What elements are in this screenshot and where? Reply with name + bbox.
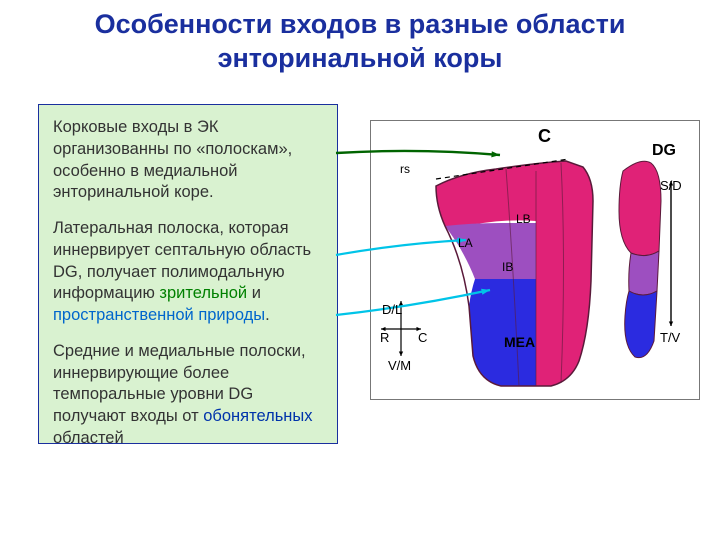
info-textbox: Корковые входы в ЭК организованны по «по… [38, 104, 338, 444]
textbox-paragraph: Латеральная полоска, которая иннервирует… [53, 218, 323, 327]
diagram-label: DG [652, 142, 676, 160]
diagram-label: MEA [504, 334, 535, 350]
slide-title: Особенности входов в разные области энто… [0, 8, 720, 76]
diagram-label: T/V [660, 330, 680, 345]
diagram-label: S/D [660, 178, 682, 193]
anatomy-diagram [370, 120, 700, 400]
diagram-svg [371, 121, 701, 401]
textbox-paragraph: Корковые входы в ЭК организованны по «по… [53, 117, 323, 204]
diagram-label: C [418, 330, 427, 345]
diagram-label: R [380, 330, 389, 345]
diagram-label: rs [400, 162, 410, 176]
diagram-label: D/L [382, 302, 402, 317]
diagram-label: V/M [388, 358, 411, 373]
diagram-label: LB [516, 212, 531, 226]
diagram-label: IB [502, 260, 513, 274]
textbox-paragraph: Средние и медиальные полоски, иннервирую… [53, 341, 323, 450]
diagram-label: LA [458, 236, 473, 250]
diagram-label: C [538, 126, 551, 147]
